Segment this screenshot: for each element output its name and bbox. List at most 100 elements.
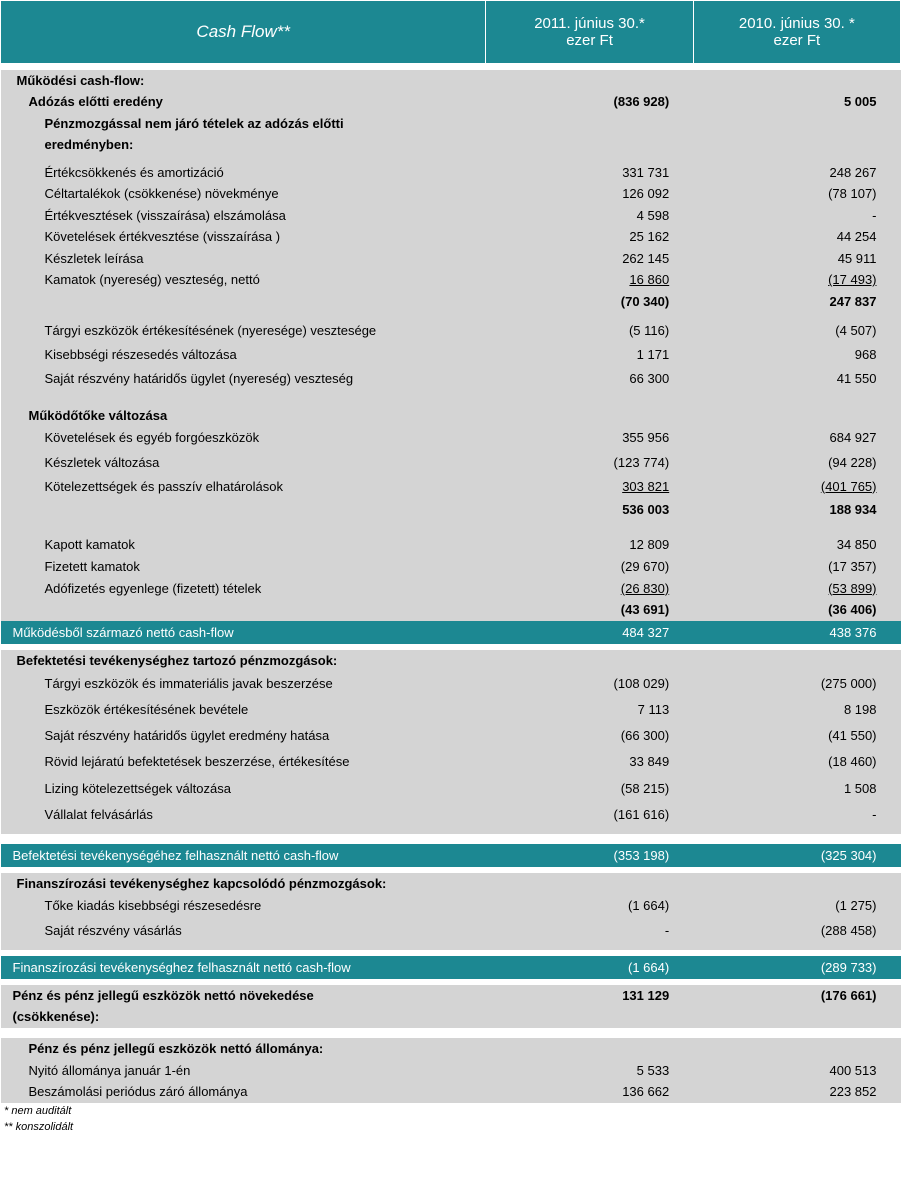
row-v1: 33 849: [486, 749, 693, 775]
row-v1: (161 616): [486, 802, 693, 828]
table-row: Vállalat felvásárlás(161 616)-: [1, 802, 901, 828]
row-label: Adófizetés egyenlege (fizetett) tételek: [1, 578, 486, 600]
row-v2: (53 899): [693, 578, 900, 600]
row-v1: (26 830): [486, 578, 693, 600]
header-col1-line1: 2011. június 30.*: [534, 15, 645, 32]
pretax-v2: 5 005: [693, 91, 900, 113]
row-v1: 16 860: [486, 269, 693, 291]
row-label: Készletek változása: [1, 451, 486, 475]
row-v1: (58 215): [486, 776, 693, 802]
row-v2: -: [693, 205, 900, 227]
header-col2-line2: ezer Ft: [774, 32, 821, 49]
row-v2: 684 927: [693, 426, 900, 450]
row-label: Rövid lejáratú befektetések beszerzése, …: [1, 749, 486, 775]
fin-net-row: Finanszírozási tevékenységhez felhasznál…: [1, 956, 901, 979]
table-row: Értékcsökkenés és amortizáció331 731248 …: [1, 162, 901, 184]
row-v2: 8 198: [693, 697, 900, 723]
fin-net-label: Finanszírozási tevékenységhez felhasznál…: [1, 956, 486, 979]
row-v1: (5 116): [486, 319, 693, 343]
row-v2: 45 911: [693, 248, 900, 270]
row-label: Saját részvény vásárlás: [1, 919, 486, 944]
row-v2: 41 550: [693, 367, 900, 391]
table-row: Kötelezettségek és passzív elhatárolások…: [1, 475, 901, 499]
net-change-row1: Pénz és pénz jellegű eszközök nettó növe…: [1, 985, 901, 1007]
net-change-row2: (csökkenése):: [1, 1006, 901, 1028]
row-v2: (275 000): [693, 671, 900, 697]
header-col2: 2010. június 30. * ezer Ft: [693, 1, 900, 64]
row-label: Követelések értékvesztése (visszaírása ): [1, 226, 486, 248]
row-v1: (123 774): [486, 451, 693, 475]
subtotal-a-row: (70 340) 247 837: [1, 291, 901, 313]
row-v2: 248 267: [693, 162, 900, 184]
pretax-v1: (836 928): [486, 91, 693, 113]
row-v2: (18 460): [693, 749, 900, 775]
inv-net-label: Befektetési tevékenységéhez felhasznált …: [1, 844, 486, 867]
row-v1: 12 809: [486, 534, 693, 556]
row-label: Követelések és egyéb forgóeszközök: [1, 426, 486, 450]
row-v1: 25 162: [486, 226, 693, 248]
row-v1: 355 956: [486, 426, 693, 450]
subtotal-c-v2: 188 934: [693, 499, 900, 521]
subtotal-d-v1: (43 691): [486, 599, 693, 621]
closing-title-row: Pénz és pénz jellegű eszközök nettó állo…: [1, 1038, 901, 1060]
gap: [1, 1028, 901, 1038]
row-v1: 66 300: [486, 367, 693, 391]
inv-net-v1: (353 198): [486, 844, 693, 867]
row-label: Tárgyi eszközök értékesítésének (nyeresé…: [1, 319, 486, 343]
table-row: Eszközök értékesítésének bevétele7 1138 …: [1, 697, 901, 723]
row-v1: 262 145: [486, 248, 693, 270]
row-label: Értékvesztések (visszaírása) elszámolása: [1, 205, 486, 227]
row-label: Céltartalékok (csökkenése) növekménye: [1, 183, 486, 205]
row-v1: 7 113: [486, 697, 693, 723]
wc-title: Működőtőke változása: [1, 405, 486, 427]
row-v2: (288 458): [693, 919, 900, 944]
row-v1: 4 598: [486, 205, 693, 227]
row-v2: (17 357): [693, 556, 900, 578]
subtotal-a-v2: 247 837: [693, 291, 900, 313]
spacer: [1, 391, 901, 405]
table-row: Lizing kötelezettségek változása(58 215)…: [1, 776, 901, 802]
op-net-row: Működésből származó nettó cash-flow 484 …: [1, 621, 901, 644]
noncash-title2: eredményben:: [1, 134, 486, 156]
row-v1: (66 300): [486, 723, 693, 749]
row-v2: -: [693, 802, 900, 828]
table-row: Tárgyi eszközök értékesítésének (nyeresé…: [1, 319, 901, 343]
row-v2: (17 493): [693, 269, 900, 291]
net-change-v2: (176 661): [693, 985, 900, 1007]
row-v2: 968: [693, 343, 900, 367]
inv-net-row: Befektetési tevékenységéhez felhasznált …: [1, 844, 901, 867]
inv-title-row: Befektetési tevékenységhez tartozó pénzm…: [1, 650, 901, 672]
row-label: Kamatok (nyereség) veszteség, nettó: [1, 269, 486, 291]
row-v1: 303 821: [486, 475, 693, 499]
table-row: Fizetett kamatok(29 670)(17 357): [1, 556, 901, 578]
header-col1: 2011. június 30.* ezer Ft: [486, 1, 693, 64]
row-label: Értékcsökkenés és amortizáció: [1, 162, 486, 184]
row-v2: 34 850: [693, 534, 900, 556]
header-row: Cash Flow** 2011. június 30.* ezer Ft 20…: [1, 1, 901, 64]
row-v2: 400 513: [693, 1060, 900, 1082]
row-label: Nyitó állománya január 1-én: [1, 1060, 486, 1082]
row-v2: (41 550): [693, 723, 900, 749]
table-row: Nyitó állománya január 1-én5 533400 513: [1, 1060, 901, 1082]
table-row: Készletek leírása262 14545 911: [1, 248, 901, 270]
noncash-title-row2: eredményben:: [1, 134, 901, 156]
inv-title: Befektetési tevékenységhez tartozó pénzm…: [1, 650, 486, 672]
op-net-label: Működésből származó nettó cash-flow: [1, 621, 486, 644]
row-v2: 1 508: [693, 776, 900, 802]
row-label: Saját részvény határidős ügylet (nyeresé…: [1, 367, 486, 391]
row-v2: (94 228): [693, 451, 900, 475]
table-row: Adófizetés egyenlege (fizetett) tételek(…: [1, 578, 901, 600]
row-v1: 136 662: [486, 1081, 693, 1103]
row-label: Készletek leírása: [1, 248, 486, 270]
table-row: Saját részvény határidős ügylet eredmény…: [1, 723, 901, 749]
row-v2: 223 852: [693, 1081, 900, 1103]
fin-net-v1: (1 664): [486, 956, 693, 979]
row-v1: -: [486, 919, 693, 944]
subtotal-a-v1: (70 340): [486, 291, 693, 313]
row-label: Fizetett kamatok: [1, 556, 486, 578]
table-row: Kapott kamatok12 80934 850: [1, 534, 901, 556]
table-row: Beszámolási periódus záró állománya136 6…: [1, 1081, 901, 1103]
net-change-v1: 131 129: [486, 985, 693, 1007]
footnote-2: ** konszolidált: [0, 1119, 901, 1135]
net-change-label2: (csökkenése):: [1, 1006, 486, 1028]
